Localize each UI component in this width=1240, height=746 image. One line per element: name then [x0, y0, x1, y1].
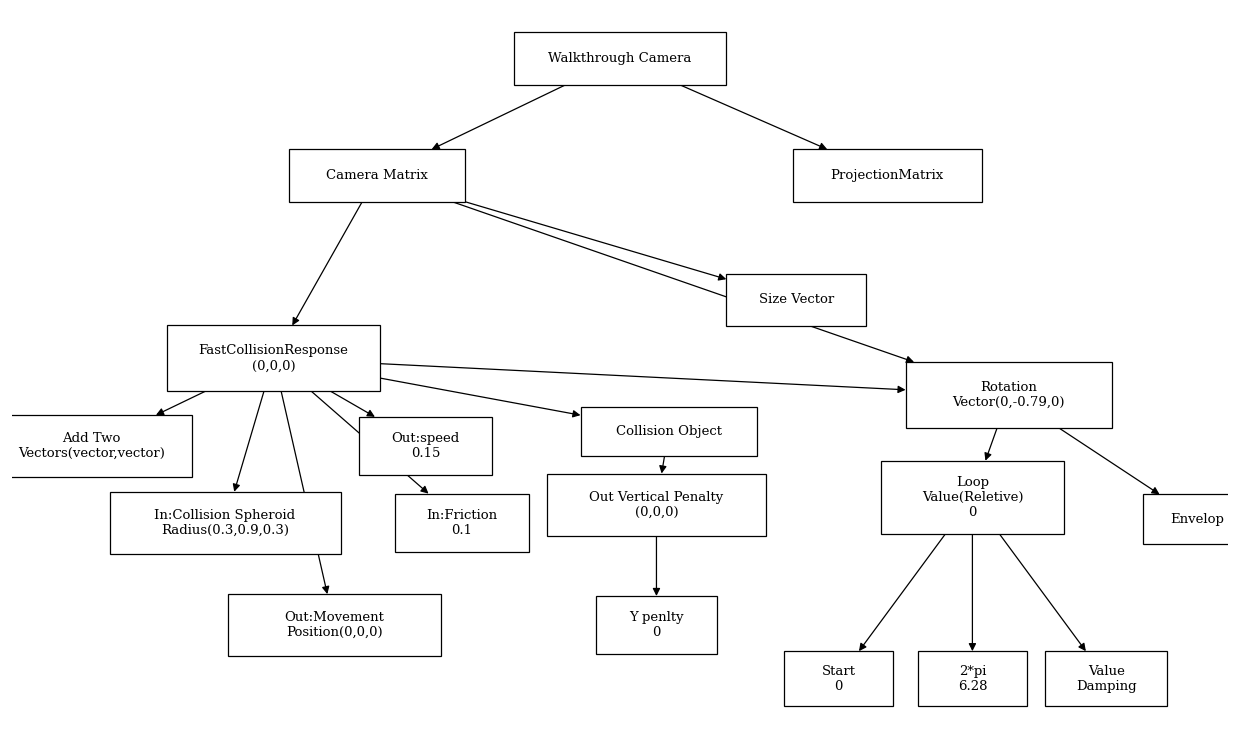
Text: Value
Damping: Value Damping	[1076, 665, 1136, 692]
FancyBboxPatch shape	[513, 32, 727, 85]
Text: Envelop: Envelop	[1171, 513, 1224, 526]
FancyBboxPatch shape	[595, 596, 717, 654]
FancyBboxPatch shape	[396, 494, 528, 552]
Text: Walkthrough Camera: Walkthrough Camera	[548, 52, 692, 65]
Text: Camera Matrix: Camera Matrix	[326, 169, 428, 182]
Text: Out:Movement
Position(0,0,0): Out:Movement Position(0,0,0)	[284, 611, 384, 639]
FancyBboxPatch shape	[794, 149, 982, 202]
FancyBboxPatch shape	[1142, 495, 1240, 544]
Text: Y penlty
0: Y penlty 0	[629, 611, 683, 639]
Text: Add Two
Vectors(vector,vector): Add Two Vectors(vector,vector)	[17, 432, 165, 460]
Text: Out:speed
0.15: Out:speed 0.15	[392, 432, 460, 460]
FancyBboxPatch shape	[228, 594, 440, 656]
Text: In:Collision Spheroid
Radius(0.3,0.9,0.3): In:Collision Spheroid Radius(0.3,0.9,0.3…	[155, 509, 295, 537]
FancyBboxPatch shape	[1045, 651, 1167, 706]
Text: Loop
Value(Reletive)
0: Loop Value(Reletive) 0	[921, 476, 1023, 518]
Text: Collision Object: Collision Object	[615, 425, 722, 438]
Text: Size Vector: Size Vector	[759, 293, 833, 307]
FancyBboxPatch shape	[905, 362, 1112, 428]
FancyBboxPatch shape	[167, 325, 379, 391]
FancyBboxPatch shape	[109, 492, 341, 554]
Text: 2*pi
6.28: 2*pi 6.28	[957, 665, 987, 692]
FancyBboxPatch shape	[289, 149, 465, 202]
Text: FastCollisionResponse
(0,0,0): FastCollisionResponse (0,0,0)	[198, 345, 348, 372]
FancyBboxPatch shape	[882, 461, 1064, 534]
FancyBboxPatch shape	[0, 415, 192, 477]
Text: In:Friction
0.1: In:Friction 0.1	[427, 509, 497, 537]
FancyBboxPatch shape	[727, 274, 866, 326]
Text: Rotation
Vector(0,-0.79,0): Rotation Vector(0,-0.79,0)	[952, 381, 1065, 409]
FancyBboxPatch shape	[547, 474, 766, 536]
Text: ProjectionMatrix: ProjectionMatrix	[831, 169, 944, 182]
FancyBboxPatch shape	[918, 651, 1027, 706]
Text: Out Vertical Penalty
(0,0,0): Out Vertical Penalty (0,0,0)	[589, 491, 724, 518]
FancyBboxPatch shape	[358, 417, 492, 475]
FancyBboxPatch shape	[784, 651, 893, 706]
FancyBboxPatch shape	[580, 407, 756, 457]
Text: Start
0: Start 0	[822, 665, 856, 692]
